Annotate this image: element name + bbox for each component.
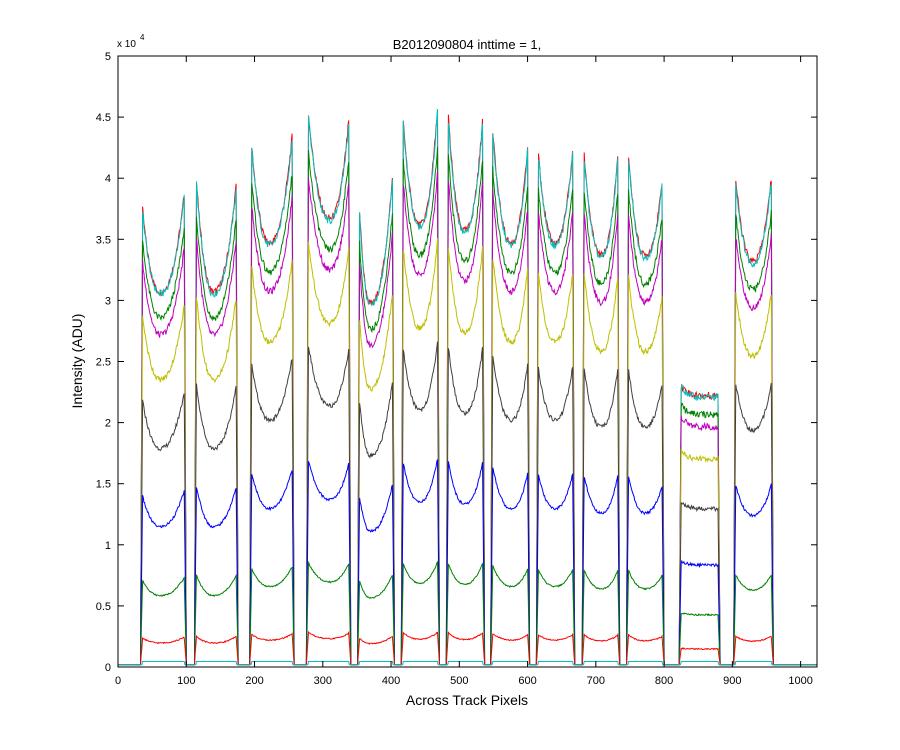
x-tick-label: 900: [723, 675, 741, 687]
series-line-7: [118, 459, 817, 666]
series-line-5: [118, 237, 817, 666]
x-tick-label: 600: [518, 675, 536, 687]
plot-area: [118, 56, 817, 667]
series-line-9: [118, 630, 817, 666]
x-tick-label: 0: [115, 675, 121, 687]
y-tick-label: 2: [105, 418, 111, 430]
x-tick-label: 100: [177, 675, 195, 687]
y-tick-label: 4: [105, 173, 111, 185]
x-tick-label: 500: [450, 675, 468, 687]
y-tick-label: 3.5: [96, 234, 111, 246]
y-tick-label: 1.5: [96, 479, 111, 491]
series-line-3: [118, 146, 817, 666]
y-multiplier-label: x 10: [117, 39, 136, 50]
series-layer: [118, 108, 817, 666]
x-tick-label: 800: [655, 675, 673, 687]
chart-title: B2012090804 inttime = 1,: [393, 37, 542, 52]
series-line-6: [118, 341, 817, 666]
y-multiplier-exponent: 4: [140, 33, 145, 42]
series-line-8: [118, 560, 817, 666]
series-line-4: [118, 170, 817, 666]
series-line-2: [118, 108, 817, 666]
y-tick-label: 4.5: [96, 112, 111, 124]
x-tick-label: 1000: [788, 675, 812, 687]
x-tick-label: 400: [382, 675, 400, 687]
series-line-10: [118, 661, 817, 666]
y-ticks: 0 0.5 1 1.5 2 2.5 3 3.5 4 4.5 5: [96, 51, 817, 674]
y-tick-label: 3: [105, 295, 111, 307]
y-tick-label: 0: [105, 662, 111, 674]
x-tick-label: 700: [587, 675, 605, 687]
x-ticks: 0 100 200 300 400 500 600 700 800 900 1000: [115, 56, 813, 687]
x-tick-label: 200: [245, 675, 263, 687]
x-axis-label: Across Track Pixels: [406, 692, 528, 708]
y-tick-label: 0.5: [96, 601, 111, 613]
y-tick-label: 2.5: [96, 357, 111, 369]
y-tick-label: 1: [105, 540, 111, 552]
x-tick-label: 300: [314, 675, 332, 687]
y-tick-label: 5: [105, 51, 111, 63]
y-axis-label: Intensity (ADU): [69, 314, 85, 409]
